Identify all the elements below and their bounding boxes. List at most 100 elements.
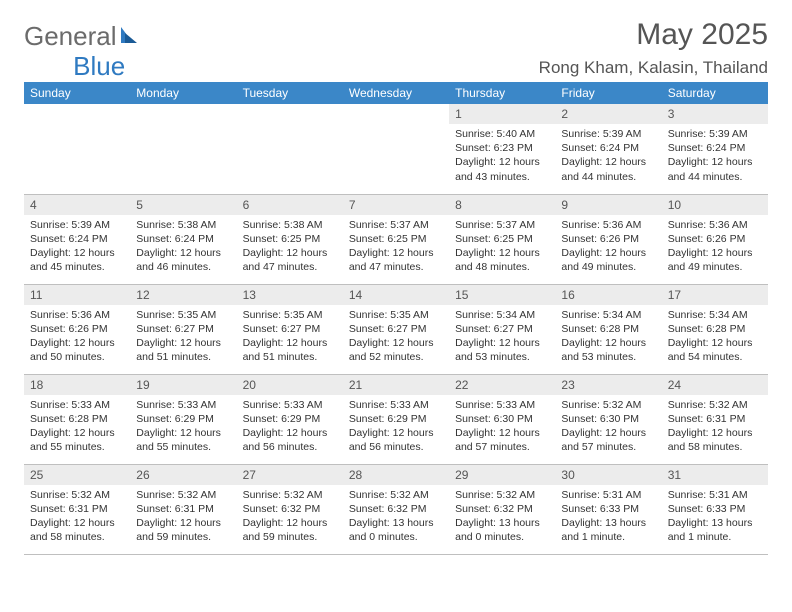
day-number: 9 [555, 195, 661, 215]
day-number: 2 [555, 104, 661, 124]
day-details: Sunrise: 5:36 AMSunset: 6:26 PMDaylight:… [555, 215, 661, 279]
calendar-cell: 16Sunrise: 5:34 AMSunset: 6:28 PMDayligh… [555, 284, 661, 374]
day-number: 25 [24, 465, 130, 485]
day-details: Sunrise: 5:34 AMSunset: 6:28 PMDaylight:… [662, 305, 768, 369]
day-details: Sunrise: 5:35 AMSunset: 6:27 PMDaylight:… [130, 305, 236, 369]
calendar-cell: 24Sunrise: 5:32 AMSunset: 6:31 PMDayligh… [662, 374, 768, 464]
calendar-cell: 27Sunrise: 5:32 AMSunset: 6:32 PMDayligh… [237, 464, 343, 554]
calendar-cell: 1Sunrise: 5:40 AMSunset: 6:23 PMDaylight… [449, 104, 555, 194]
day-number: 6 [237, 195, 343, 215]
day-number: 8 [449, 195, 555, 215]
day-number: 31 [662, 465, 768, 485]
day-details: Sunrise: 5:38 AMSunset: 6:24 PMDaylight:… [130, 215, 236, 279]
calendar-cell: 4Sunrise: 5:39 AMSunset: 6:24 PMDaylight… [24, 194, 130, 284]
calendar-cell: 11Sunrise: 5:36 AMSunset: 6:26 PMDayligh… [24, 284, 130, 374]
day-details: Sunrise: 5:33 AMSunset: 6:29 PMDaylight:… [237, 395, 343, 459]
day-details: Sunrise: 5:31 AMSunset: 6:33 PMDaylight:… [662, 485, 768, 549]
calendar-cell: 28Sunrise: 5:32 AMSunset: 6:32 PMDayligh… [343, 464, 449, 554]
day-details: Sunrise: 5:34 AMSunset: 6:28 PMDaylight:… [555, 305, 661, 369]
day-details: Sunrise: 5:33 AMSunset: 6:28 PMDaylight:… [24, 395, 130, 459]
day-details: Sunrise: 5:37 AMSunset: 6:25 PMDaylight:… [449, 215, 555, 279]
calendar-cell: 3Sunrise: 5:39 AMSunset: 6:24 PMDaylight… [662, 104, 768, 194]
day-details: Sunrise: 5:31 AMSunset: 6:33 PMDaylight:… [555, 485, 661, 549]
day-number: 27 [237, 465, 343, 485]
calendar-cell: 12Sunrise: 5:35 AMSunset: 6:27 PMDayligh… [130, 284, 236, 374]
calendar-cell: 10Sunrise: 5:36 AMSunset: 6:26 PMDayligh… [662, 194, 768, 284]
day-number: 26 [130, 465, 236, 485]
calendar-cell: 20Sunrise: 5:33 AMSunset: 6:29 PMDayligh… [237, 374, 343, 464]
weekday-row: SundayMondayTuesdayWednesdayThursdayFrid… [24, 82, 768, 104]
calendar-cell: 8Sunrise: 5:37 AMSunset: 6:25 PMDaylight… [449, 194, 555, 284]
day-number: 23 [555, 375, 661, 395]
calendar-cell: 21Sunrise: 5:33 AMSunset: 6:29 PMDayligh… [343, 374, 449, 464]
calendar-cell: 31Sunrise: 5:31 AMSunset: 6:33 PMDayligh… [662, 464, 768, 554]
brand-logo: General [24, 21, 143, 52]
calendar-cell: 6Sunrise: 5:38 AMSunset: 6:25 PMDaylight… [237, 194, 343, 284]
month-title: May 2025 [636, 18, 768, 52]
weekday-header: Saturday [662, 82, 768, 104]
day-number: 22 [449, 375, 555, 395]
calendar-head: SundayMondayTuesdayWednesdayThursdayFrid… [24, 82, 768, 104]
brand-line2: GenBlue [24, 51, 125, 82]
day-details: Sunrise: 5:40 AMSunset: 6:23 PMDaylight:… [449, 124, 555, 188]
day-number: 29 [449, 465, 555, 485]
weekday-header: Wednesday [343, 82, 449, 104]
calendar-cell: 30Sunrise: 5:31 AMSunset: 6:33 PMDayligh… [555, 464, 661, 554]
weekday-header: Friday [555, 82, 661, 104]
day-details: Sunrise: 5:33 AMSunset: 6:30 PMDaylight:… [449, 395, 555, 459]
day-details: Sunrise: 5:33 AMSunset: 6:29 PMDaylight:… [130, 395, 236, 459]
day-number: 5 [130, 195, 236, 215]
day-details: Sunrise: 5:39 AMSunset: 6:24 PMDaylight:… [662, 124, 768, 188]
day-details: Sunrise: 5:32 AMSunset: 6:32 PMDaylight:… [343, 485, 449, 549]
calendar-cell: 17Sunrise: 5:34 AMSunset: 6:28 PMDayligh… [662, 284, 768, 374]
day-number: 15 [449, 285, 555, 305]
calendar-cell: 9Sunrise: 5:36 AMSunset: 6:26 PMDaylight… [555, 194, 661, 284]
day-details: Sunrise: 5:32 AMSunset: 6:32 PMDaylight:… [449, 485, 555, 549]
day-number: 18 [24, 375, 130, 395]
calendar-cell: 23Sunrise: 5:32 AMSunset: 6:30 PMDayligh… [555, 374, 661, 464]
day-number: 14 [343, 285, 449, 305]
calendar-cell: 14Sunrise: 5:35 AMSunset: 6:27 PMDayligh… [343, 284, 449, 374]
day-details: Sunrise: 5:32 AMSunset: 6:30 PMDaylight:… [555, 395, 661, 459]
day-details: Sunrise: 5:32 AMSunset: 6:32 PMDaylight:… [237, 485, 343, 549]
calendar-week-row: 11Sunrise: 5:36 AMSunset: 6:26 PMDayligh… [24, 284, 768, 374]
day-number: 24 [662, 375, 768, 395]
day-number: 21 [343, 375, 449, 395]
calendar-cell [130, 104, 236, 194]
day-details: Sunrise: 5:35 AMSunset: 6:27 PMDaylight:… [343, 305, 449, 369]
day-number: 10 [662, 195, 768, 215]
day-number: 4 [24, 195, 130, 215]
calendar-cell [237, 104, 343, 194]
calendar-week-row: 4Sunrise: 5:39 AMSunset: 6:24 PMDaylight… [24, 194, 768, 284]
day-number: 30 [555, 465, 661, 485]
day-details: Sunrise: 5:38 AMSunset: 6:25 PMDaylight:… [237, 215, 343, 279]
day-details: Sunrise: 5:36 AMSunset: 6:26 PMDaylight:… [24, 305, 130, 369]
calendar-cell [24, 104, 130, 194]
day-number: 28 [343, 465, 449, 485]
day-number: 17 [662, 285, 768, 305]
day-details: Sunrise: 5:33 AMSunset: 6:29 PMDaylight:… [343, 395, 449, 459]
title-block: May 2025 [636, 18, 768, 52]
day-details: Sunrise: 5:36 AMSunset: 6:26 PMDaylight:… [662, 215, 768, 279]
calendar-cell: 2Sunrise: 5:39 AMSunset: 6:24 PMDaylight… [555, 104, 661, 194]
day-details: Sunrise: 5:39 AMSunset: 6:24 PMDaylight:… [555, 124, 661, 188]
day-number: 1 [449, 104, 555, 124]
day-number: 3 [662, 104, 768, 124]
calendar-cell: 25Sunrise: 5:32 AMSunset: 6:31 PMDayligh… [24, 464, 130, 554]
weekday-header: Monday [130, 82, 236, 104]
day-details: Sunrise: 5:32 AMSunset: 6:31 PMDaylight:… [24, 485, 130, 549]
day-details: Sunrise: 5:39 AMSunset: 6:24 PMDaylight:… [24, 215, 130, 279]
calendar-cell: 7Sunrise: 5:37 AMSunset: 6:25 PMDaylight… [343, 194, 449, 284]
day-details: Sunrise: 5:35 AMSunset: 6:27 PMDaylight:… [237, 305, 343, 369]
weekday-header: Sunday [24, 82, 130, 104]
calendar-week-row: 25Sunrise: 5:32 AMSunset: 6:31 PMDayligh… [24, 464, 768, 554]
location-text: Rong Kham, Kalasin, Thailand [539, 58, 768, 78]
sail-icon [119, 21, 141, 52]
day-details: Sunrise: 5:37 AMSunset: 6:25 PMDaylight:… [343, 215, 449, 279]
calendar-table: SundayMondayTuesdayWednesdayThursdayFrid… [24, 82, 768, 555]
calendar-week-row: 18Sunrise: 5:33 AMSunset: 6:28 PMDayligh… [24, 374, 768, 464]
day-details: Sunrise: 5:32 AMSunset: 6:31 PMDaylight:… [130, 485, 236, 549]
day-number: 20 [237, 375, 343, 395]
brand-part2: Blue [73, 51, 125, 82]
calendar-cell: 29Sunrise: 5:32 AMSunset: 6:32 PMDayligh… [449, 464, 555, 554]
